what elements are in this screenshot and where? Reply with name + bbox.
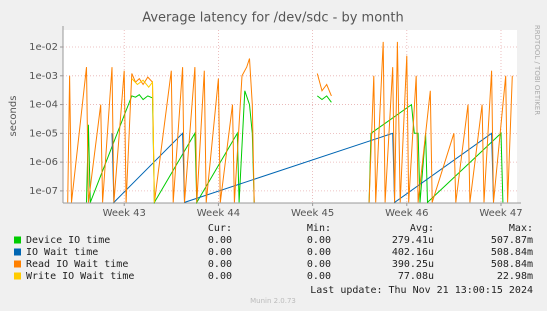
legend-label: Read IO Wait time bbox=[26, 259, 128, 270]
summary-value: 507.87m bbox=[491, 235, 533, 246]
summary-value: 77.08u bbox=[398, 271, 434, 282]
summary-value: 0.00 bbox=[307, 247, 331, 258]
x-tick-label: Week 46 bbox=[385, 208, 428, 219]
legend-label: Device IO time bbox=[26, 235, 110, 246]
y-tick-label: 1e-07 bbox=[29, 186, 58, 197]
y-axis-label: seconds bbox=[8, 96, 19, 137]
y-tick-label: 1e-05 bbox=[29, 128, 58, 139]
x-tick-label: Week 47 bbox=[479, 208, 522, 219]
summary-value: 0.00 bbox=[208, 259, 232, 270]
summary-header: Min: bbox=[307, 223, 331, 234]
x-tick-label: Week 43 bbox=[103, 208, 146, 219]
summary-value: 390.25u bbox=[392, 259, 434, 270]
plot-area bbox=[63, 30, 517, 203]
series-line bbox=[111, 132, 494, 204]
y-tick-label: 1e-03 bbox=[29, 71, 58, 82]
series-line bbox=[131, 78, 155, 203]
x-tick-label: Week 45 bbox=[291, 208, 334, 219]
summary-value: 0.00 bbox=[208, 271, 232, 282]
y-tick-label: 1e-04 bbox=[29, 100, 58, 111]
summary-value: 0.00 bbox=[307, 259, 331, 270]
summary-header: Avg: bbox=[410, 223, 434, 234]
summary-value: 508.84m bbox=[491, 247, 533, 258]
legend-swatch bbox=[14, 248, 21, 256]
summary-value: 0.00 bbox=[307, 235, 331, 246]
summary-value: 279.41u bbox=[392, 235, 434, 246]
chart-title: Average latency for /dev/sdc - by month bbox=[142, 11, 404, 26]
legend-label: IO Wait time bbox=[26, 247, 98, 258]
summary-value: 0.00 bbox=[208, 235, 232, 246]
legend-swatch bbox=[14, 272, 21, 280]
legend-label: Write IO Wait time bbox=[26, 271, 134, 282]
summary-value: 508.84m bbox=[491, 259, 533, 270]
legend-swatch bbox=[14, 236, 21, 244]
summary-value: 22.98m bbox=[497, 271, 533, 282]
summary-value: 402.16u bbox=[392, 247, 434, 258]
y-tick-label: 1e-06 bbox=[29, 157, 58, 168]
summary-header: Max: bbox=[509, 223, 533, 234]
legend-swatch bbox=[14, 260, 21, 268]
y-tick-label: 1e-02 bbox=[29, 42, 58, 53]
summary-value: 0.00 bbox=[208, 247, 232, 258]
side-text: RRDTOOL / TOBI OETIKER bbox=[533, 25, 541, 115]
last-update: Last update: Thu Nov 21 13:00:15 2024 bbox=[310, 285, 533, 296]
summary-header: Cur: bbox=[208, 223, 232, 234]
x-tick-label: Week 44 bbox=[197, 208, 240, 219]
summary-value: 0.00 bbox=[307, 271, 331, 282]
footer: Munin 2.0.73 bbox=[250, 297, 296, 305]
